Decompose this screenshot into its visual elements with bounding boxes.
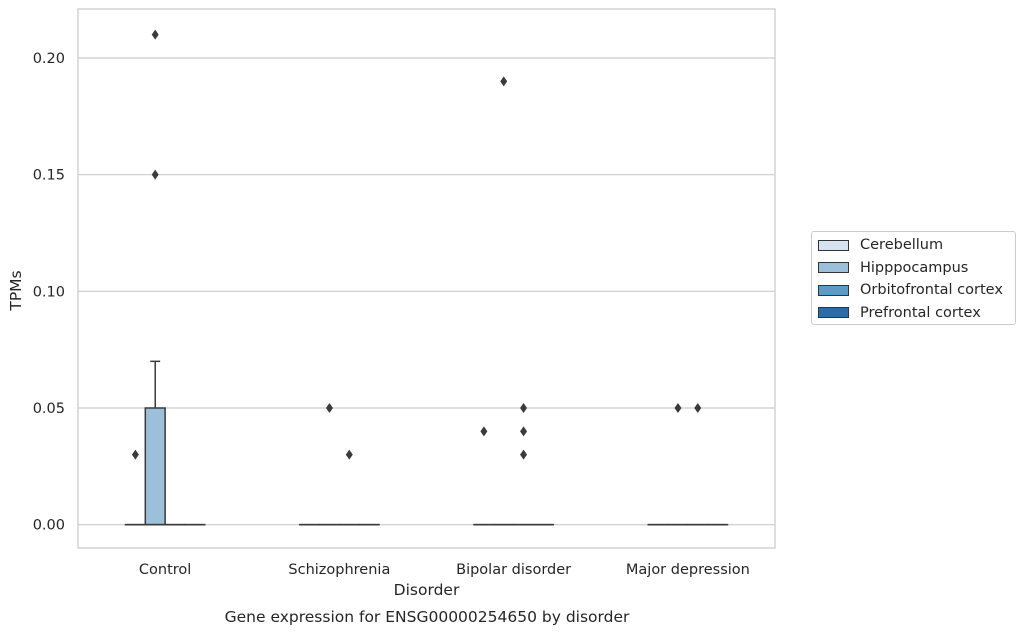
legend-swatch [818,307,849,318]
legend-label: Cerebellum [860,237,944,253]
outliers [131,29,702,460]
x-tick-label: Bipolar disorder [456,562,571,578]
outlier-point [520,426,528,437]
legend-label: Hipppocampus [860,259,969,276]
legend-label: Prefrontal cortex [860,304,981,321]
y-tick-label: 0.00 [33,518,65,534]
y-tick-label: 0.05 [33,401,65,417]
legend-item: Cerebellum [818,235,943,255]
x-axis-label: Disorder [394,581,460,599]
y-tick-label: 0.20 [33,51,65,67]
outlier-point [520,449,528,460]
box [144,407,166,526]
legend-swatch [818,284,849,296]
outlier-point [500,76,508,87]
outlier-point [325,403,333,413]
plot-area-frame [77,8,776,549]
legend-item: Orbitofrontal cortex [818,280,1003,300]
y-axis-label: TPMs [7,270,25,311]
x-tick-label: Control [139,562,191,578]
outlier-point [520,403,528,413]
outlier-point [345,449,353,460]
legend-item: Prefrontal cortex [818,303,981,323]
outlier-point [151,169,159,180]
x-tick-label: Major depression [626,562,750,578]
outlier-point [694,403,702,413]
outlier-point [131,449,139,460]
x-tick-label: Schizophrenia [288,562,390,578]
outlier-point [151,29,159,40]
legend-swatch [818,262,849,273]
grid-lines [78,57,775,526]
y-tick-labels: 0.00 0.05 0.10 0.15 0.20 [33,51,65,534]
legend-item: Hipppocampus [818,258,968,278]
y-tick-label: 0.15 [33,168,65,184]
x-tick-labels: Control Schizophrenia Bipolar disorder Majo… [139,562,750,578]
chart-caption: Gene expression for ENSG00000254650 by d… [225,608,630,626]
outlier-point [674,403,682,413]
boxes [124,360,729,526]
legend: Cerebellum Hipppocampus Orbitofrontal cort… [811,231,1016,325]
outlier-point [480,426,488,437]
legend-label: Orbitofrontal cortex [860,282,1003,298]
legend-swatch [818,239,849,251]
y-tick-label: 0.10 [33,284,65,300]
